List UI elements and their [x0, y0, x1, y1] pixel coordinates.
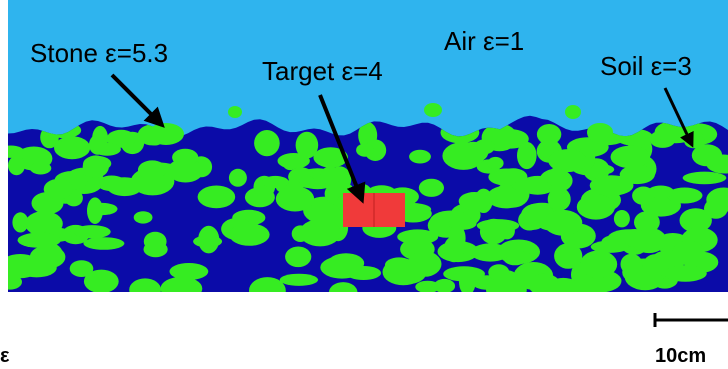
stone: [280, 274, 318, 286]
stone: [480, 219, 508, 245]
stone: [486, 277, 527, 302]
stone: [383, 259, 425, 286]
stone: [487, 157, 503, 170]
stone: [544, 210, 583, 236]
stone: [409, 150, 431, 164]
stone: [528, 274, 560, 296]
stone: [632, 228, 667, 253]
stone: [8, 156, 25, 175]
stone: [683, 172, 727, 185]
stone: [198, 226, 219, 254]
air-label: Air ε=1: [444, 26, 524, 56]
page: Stone ε=5.3 Air ε=1 Target ε=4 Soil ε=3 …: [0, 0, 728, 369]
stone: [16, 258, 56, 277]
stone: [590, 175, 634, 196]
stone: [611, 146, 651, 169]
stone: [198, 186, 236, 209]
stone: [664, 265, 707, 281]
stone: [471, 243, 510, 261]
stone: [580, 277, 600, 304]
stone: [228, 106, 242, 118]
stone: [424, 103, 442, 117]
stone: [172, 149, 198, 166]
stone: [580, 250, 617, 278]
stone: [107, 177, 143, 196]
stone: [459, 192, 490, 210]
stone: [18, 233, 61, 248]
stone: [138, 160, 167, 179]
stone: [587, 123, 613, 141]
stone: [548, 149, 587, 172]
stone: [44, 179, 73, 199]
stone: [144, 232, 167, 251]
stone: [30, 162, 51, 174]
stone: [285, 246, 311, 267]
stone: [229, 223, 269, 245]
stone: [419, 179, 444, 197]
stone: [397, 229, 438, 244]
stone: [83, 237, 124, 250]
stone: [229, 169, 247, 187]
stone: [565, 105, 581, 119]
stone: [591, 241, 629, 253]
stone-label: Stone ε=5.3: [30, 38, 168, 68]
soil-label: Soil ε=3: [600, 51, 692, 81]
corner-mark: ε: [0, 345, 10, 367]
stone: [356, 144, 374, 157]
stone: [415, 281, 440, 293]
stone: [449, 225, 466, 252]
stone: [134, 211, 153, 223]
stone: [512, 180, 552, 192]
stone: [87, 203, 117, 215]
stone: [692, 144, 722, 166]
stone: [636, 213, 656, 232]
stone: [249, 277, 286, 304]
stone: [84, 270, 119, 294]
stone: [517, 142, 537, 169]
stone: [148, 123, 184, 145]
stone: [161, 277, 203, 300]
stone: [276, 186, 314, 211]
stone: [292, 225, 309, 242]
stone: [648, 186, 674, 198]
stone: [83, 155, 109, 177]
stone: [320, 256, 363, 278]
ground-radar-figure: Stone ε=5.3 Air ε=1 Target ε=4 Soil ε=3 …: [0, 0, 728, 369]
stone: [94, 143, 121, 156]
stone: [12, 212, 28, 232]
stone: [254, 130, 280, 156]
stone: [704, 198, 728, 218]
target-label: Target ε=4: [262, 56, 383, 86]
stone: [621, 254, 643, 275]
stone: [74, 225, 111, 238]
stone: [673, 241, 705, 263]
stone: [262, 176, 289, 188]
stone: [60, 136, 77, 157]
stone: [577, 194, 615, 219]
stone: [329, 282, 358, 303]
stone: [614, 210, 630, 227]
stone: [282, 155, 298, 171]
stone: [320, 166, 340, 184]
scale-label: 10cm: [655, 345, 706, 367]
stone: [474, 139, 495, 154]
stone: [443, 266, 485, 281]
stone: [129, 278, 161, 301]
